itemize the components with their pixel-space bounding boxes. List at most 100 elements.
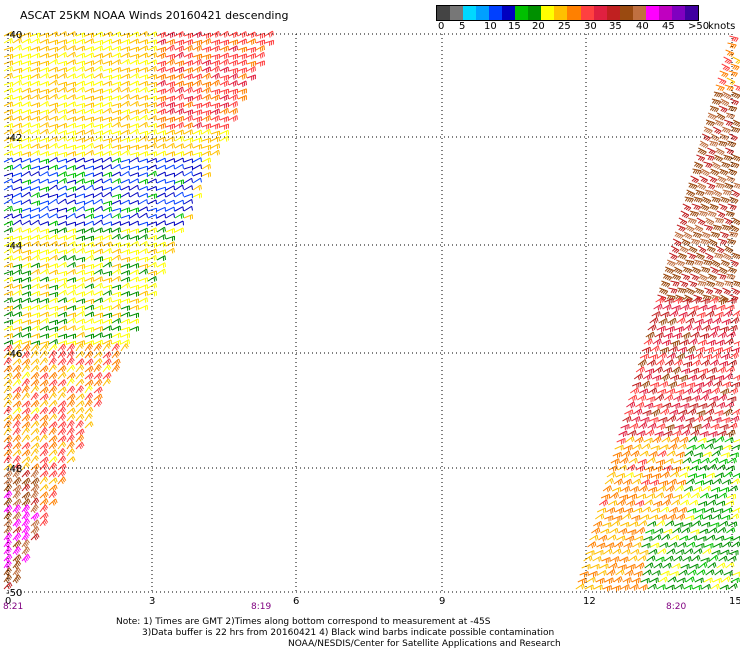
wind-barb: [66, 325, 76, 331]
wind-barb: [732, 408, 740, 416]
wind-barb: [66, 247, 76, 254]
wind-barb: [12, 37, 22, 44]
wind-barb: [129, 256, 139, 262]
wind-barb: [66, 186, 76, 192]
wind-barb: [682, 396, 692, 403]
wind-barb: [702, 196, 712, 205]
wind-barb: [661, 533, 671, 541]
wind-barb: [666, 450, 676, 457]
wind-barb: [138, 248, 148, 254]
wind-barb: [48, 350, 57, 359]
wind-barb: [228, 67, 239, 74]
wind-barb: [3, 193, 14, 199]
wind-barb: [84, 165, 94, 171]
wind-barb: [174, 143, 184, 149]
wind-barb: [606, 569, 616, 577]
wind-barb: [713, 91, 724, 98]
wind-barb: [679, 339, 689, 346]
wind-barb: [12, 227, 22, 233]
wind-barb: [57, 39, 67, 45]
wind-barb: [75, 32, 85, 38]
wind-barb: [622, 513, 632, 520]
wind-barb: [3, 198, 13, 205]
wind-barb: [697, 147, 707, 156]
wind-barb: [84, 298, 95, 305]
wind-barb: [670, 499, 681, 506]
wind-barb: [57, 151, 68, 158]
wind-barb: [120, 129, 130, 135]
wind-barb: [698, 368, 709, 375]
wind-barb: [727, 396, 737, 403]
wind-barb: [714, 569, 724, 576]
wind-barb: [21, 53, 31, 59]
wind-barb: [681, 492, 691, 499]
wind-barb: [210, 149, 220, 156]
wind-barb: [719, 231, 729, 239]
wind-barb: [711, 161, 721, 170]
wind-barb: [733, 535, 740, 541]
wind-barb: [165, 58, 175, 66]
wind-barb: [729, 294, 739, 302]
wind-barb: [12, 79, 22, 86]
wind-barb: [729, 387, 739, 395]
wind-barb: [156, 136, 166, 143]
wind-barb: [84, 129, 94, 135]
wind-barb: [695, 287, 705, 295]
wind-barb: [686, 541, 696, 548]
wind-barb: [66, 427, 75, 436]
wind-barb: [183, 177, 193, 184]
wind-barb: [30, 268, 40, 275]
wind-barb: [685, 224, 695, 233]
wind-barb: [228, 100, 238, 108]
wind-barb: [715, 280, 725, 288]
wind-barb: [12, 178, 22, 184]
wind-barb: [129, 59, 139, 66]
wind-barb: [711, 294, 721, 302]
wind-barb: [12, 343, 22, 352]
wind-barb: [39, 518, 49, 527]
wind-barb: [12, 213, 22, 219]
wind-barb: [729, 98, 739, 106]
wind-barb: [102, 305, 112, 311]
wind-barb: [66, 38, 76, 45]
wind-barb: [30, 407, 40, 415]
wind-barb: [728, 231, 739, 238]
wind-barb: [39, 234, 49, 241]
wind-barb: [156, 249, 166, 255]
wind-barb: [75, 193, 85, 199]
wind-barb: [683, 485, 693, 492]
wind-barb: [639, 388, 649, 395]
wind-barb: [657, 548, 667, 555]
wind-barb: [66, 434, 75, 443]
latitude-label: -48: [6, 464, 22, 475]
wind-barb: [174, 60, 184, 67]
wind-barb: [147, 261, 157, 268]
wind-barb: [30, 392, 39, 401]
wind-barb: [66, 206, 76, 213]
wind-barb: [695, 346, 705, 354]
wind-barb: [147, 221, 157, 227]
wind-barb: [712, 317, 722, 325]
wind-barb: [129, 262, 139, 269]
wind-barb: [102, 364, 112, 373]
wind-barb: [84, 179, 94, 185]
wind-barb: [84, 199, 94, 205]
wind-barb: [680, 465, 690, 472]
wind-barb: [612, 451, 622, 459]
wind-barb: [39, 178, 49, 184]
wind-barb: [632, 381, 642, 389]
wind-barb: [692, 486, 703, 493]
wind-barb: [12, 284, 22, 290]
wind-barb: [219, 94, 229, 101]
wind-barb: [703, 380, 714, 388]
wind-barb: [84, 270, 94, 276]
wind-barb: [21, 498, 31, 507]
wind-barb: [66, 312, 76, 318]
wind-barb: [264, 30, 274, 38]
wind-barb: [620, 584, 630, 591]
wind-barb: [677, 443, 687, 450]
wind-barb: [600, 493, 611, 501]
wind-barb: [57, 261, 67, 268]
wind-barb: [12, 498, 22, 508]
wind-barb: [664, 458, 674, 464]
